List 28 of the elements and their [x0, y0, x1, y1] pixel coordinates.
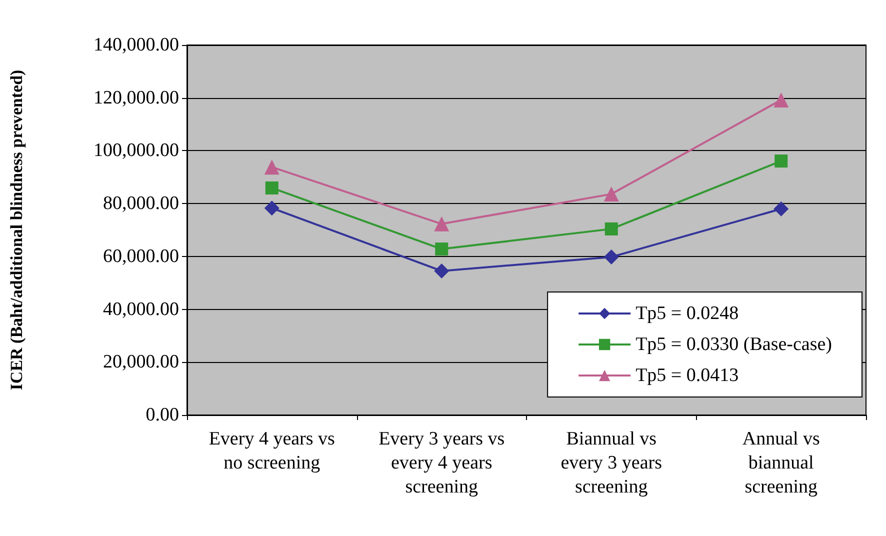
y-tick-label: 80,000.00 — [103, 193, 179, 214]
point — [604, 222, 618, 236]
legend-label: Tp5 = 0.0413 — [636, 365, 739, 386]
x-tick-label: Biannual vs every 3 years screening — [560, 428, 662, 498]
legend-label: Tp5 = 0.0330 (Base-case) — [636, 334, 832, 355]
point — [604, 186, 619, 202]
y-tick-label: 60,000.00 — [103, 246, 179, 267]
y-tick-label: 120,000.00 — [94, 87, 179, 108]
y-tick-label: 20,000.00 — [103, 352, 179, 373]
y-tick-label: 140,000.00 — [94, 34, 179, 56]
x-tick-label: Annual vs biannual screening — [742, 428, 820, 498]
point — [774, 201, 789, 216]
point — [265, 181, 278, 194]
point — [264, 200, 280, 216]
y-tick-label: 100,000.00 — [94, 140, 179, 162]
point — [774, 154, 788, 168]
x-tick-label: Every 4 years vs no screening — [208, 428, 335, 474]
legend-label: Tp5 = 0.0248 — [636, 303, 739, 324]
point — [434, 263, 450, 278]
point — [264, 160, 280, 175]
point — [604, 249, 619, 264]
y-tick-label: 0.00 — [146, 404, 179, 426]
point — [434, 216, 450, 232]
point — [774, 92, 789, 108]
y-tick-label: 40,000.00 — [103, 298, 179, 320]
y-axis-title: ICER (Baht/additional blindness prevented) — [7, 70, 26, 390]
x-tick-label: Every 3 years vs every 4 years screening — [378, 428, 505, 498]
point — [435, 242, 448, 256]
